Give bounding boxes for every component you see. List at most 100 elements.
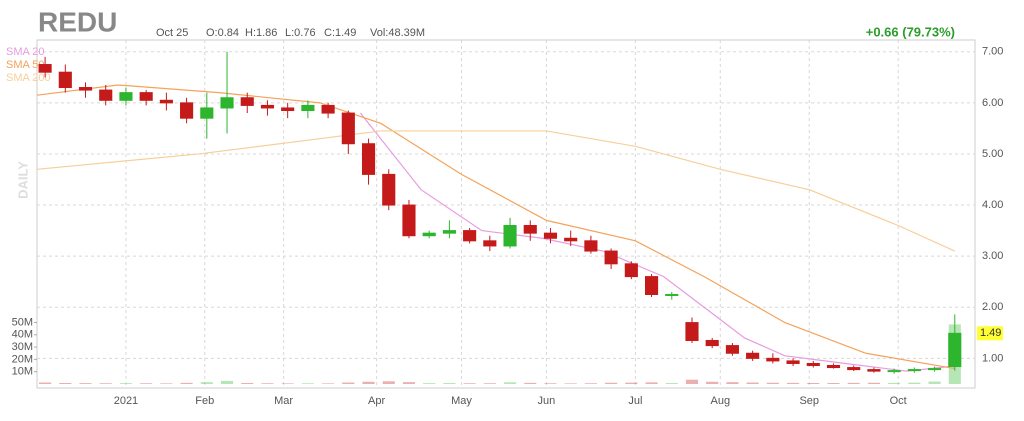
candle-body	[483, 240, 497, 247]
volume-bar	[180, 382, 193, 384]
last-price-label: 1.49	[980, 327, 1001, 339]
volume-bar	[301, 383, 314, 384]
volume-bar	[79, 383, 92, 384]
x-tick-label: Apr	[368, 395, 385, 407]
volume-bar	[524, 382, 537, 384]
volume-bar	[140, 383, 153, 384]
candle-body	[644, 276, 659, 295]
candle-body	[361, 143, 376, 175]
candle-body	[725, 345, 739, 354]
y2-tick-label: 40M	[12, 329, 33, 341]
candle-body	[766, 357, 780, 362]
candle-body	[928, 368, 942, 371]
x-tick-label: 2021	[114, 395, 138, 407]
volume-bar	[483, 383, 496, 384]
x-tick-label: Oct	[890, 395, 907, 407]
candle-body	[948, 332, 962, 368]
volume-bar	[706, 381, 719, 384]
candle-body	[180, 102, 194, 119]
candle-body	[624, 263, 638, 278]
candle-body	[847, 367, 861, 371]
volume-bar	[59, 383, 72, 384]
candle-body	[543, 232, 558, 239]
candle-body	[99, 89, 113, 101]
candle-body	[119, 92, 133, 101]
candle-body	[705, 339, 719, 347]
candle-body	[402, 204, 416, 237]
volume-bar	[544, 383, 557, 384]
volume-bar	[119, 383, 133, 384]
candle-body	[584, 240, 598, 252]
y2-tick-label: 30M	[12, 341, 33, 353]
candle-body	[260, 104, 275, 109]
candle-body	[523, 224, 537, 234]
candle-body	[685, 322, 699, 341]
candle-body	[442, 230, 456, 234]
legend-entry: SMA 20	[6, 46, 45, 58]
legend-entry: SMA 50	[6, 59, 45, 71]
volume-bar	[402, 382, 416, 384]
change-label: +0.66 (79.73%)	[866, 24, 955, 39]
volume-bar	[726, 382, 739, 384]
candle-body	[220, 97, 234, 109]
y-tick-label: 5.00	[982, 148, 1003, 160]
x-tick-label: Feb	[195, 395, 214, 407]
candle-body	[38, 64, 52, 73]
candle-body	[503, 224, 517, 247]
volume-bar	[867, 382, 880, 384]
candle-body	[786, 360, 800, 364]
candle-body	[200, 107, 214, 119]
open-label: O:0.84	[206, 27, 239, 39]
volume-bar	[847, 382, 860, 384]
volume-bar	[786, 382, 800, 384]
volume-bar	[827, 383, 840, 384]
y2-tick-label: 10M	[12, 366, 33, 378]
plot-frame	[36, 39, 976, 389]
candle-body	[159, 99, 173, 104]
close-label: C:1.49	[324, 27, 356, 39]
volume-bar	[463, 383, 476, 384]
volume-bar	[220, 380, 234, 384]
volume-bar	[908, 382, 921, 384]
volume-bar	[625, 382, 638, 384]
candle-body	[78, 87, 93, 91]
volume-bar	[888, 382, 901, 384]
candle-body	[665, 293, 679, 296]
x-tick-label: Aug	[710, 395, 730, 407]
date: Oct 25	[156, 27, 188, 39]
volume-bar	[160, 383, 173, 384]
y-tick-label: 1.00	[982, 352, 1003, 364]
volume-bar	[605, 382, 618, 384]
candle-body	[604, 250, 618, 265]
low-label: L:0.76	[285, 27, 316, 39]
legend-entry: SMA 200	[6, 72, 51, 84]
volume-bar	[281, 383, 294, 384]
volume-bar	[665, 383, 678, 384]
volume-bar	[99, 383, 112, 384]
volume-bar	[584, 383, 597, 384]
candle-body	[564, 237, 578, 242]
candle-body	[907, 369, 921, 372]
high-label: H:1.86	[245, 27, 277, 39]
volume-bar	[39, 382, 52, 384]
y-tick-label: 3.00	[982, 250, 1003, 262]
volume-bar	[766, 382, 779, 384]
last-price-box	[977, 326, 1003, 341]
y-tick-label: 7.00	[982, 46, 1003, 58]
x-tick-label: Jun	[538, 395, 556, 407]
candle-body	[806, 362, 820, 367]
volume-bar	[807, 383, 820, 384]
candle-body	[321, 104, 335, 114]
volume-bar	[200, 382, 213, 384]
x-tick-label: May	[451, 395, 472, 407]
volume-bar	[928, 381, 941, 384]
candle-body	[867, 369, 881, 372]
y-tick-label: 6.00	[982, 97, 1003, 109]
volume-bar	[443, 383, 456, 384]
candle-body	[301, 104, 315, 112]
candle-body	[240, 97, 254, 106]
candle-body	[58, 71, 72, 89]
volume-bar	[503, 382, 517, 384]
x-tick-label: Mar	[274, 395, 293, 407]
